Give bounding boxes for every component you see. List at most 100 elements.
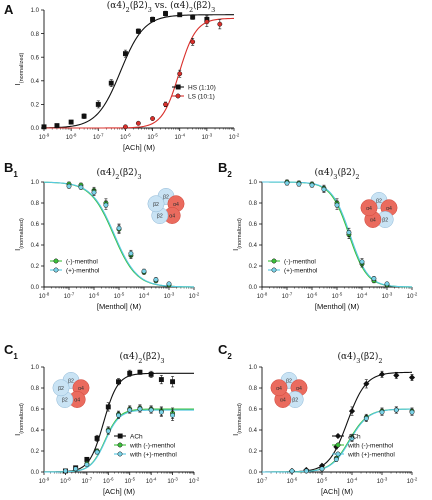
y-tick-label: 0.4: [249, 428, 258, 434]
x-tick-label: 10-2: [189, 477, 200, 486]
subunit-label: β2: [58, 386, 64, 392]
x-tick-label: 10-3: [202, 133, 213, 142]
legend-label: LS (10:1): [188, 93, 215, 100]
data-point-1: [166, 281, 172, 287]
data-point-0: [150, 16, 156, 22]
x-tick-label: 10-7: [64, 292, 75, 301]
fit-curve-1: [262, 408, 413, 473]
subunit-label: α4: [296, 386, 302, 392]
legend-label: (-)-menthol: [284, 258, 316, 265]
subunit-label: β2: [62, 397, 68, 403]
legend-marker: [53, 267, 59, 273]
y-tick-label: 0.2: [31, 449, 40, 455]
data-point-0: [348, 407, 356, 415]
legend: ACh with (-)-menthol with (+)-menthol: [114, 433, 177, 458]
y-axis-label: I(normalized): [13, 53, 25, 86]
y-axis-label: I(normalized): [231, 403, 243, 436]
x-tick-label: 10-8: [39, 292, 50, 301]
y-axis-label: I(normalized): [13, 218, 25, 251]
data-point-2: [393, 407, 399, 413]
y-tick-label: 1.0: [31, 365, 40, 371]
subunit-label: β2: [68, 379, 74, 385]
legend-marker: [335, 442, 341, 448]
data-point-1: [309, 182, 315, 188]
y-tick-label: 0.8: [31, 201, 40, 207]
chart-title: (α4)3(β2)2: [314, 167, 359, 181]
chart-title: (α4)2(β2)3: [96, 167, 141, 181]
x-tick-label: 10-8: [257, 292, 268, 301]
data-point-0: [170, 379, 176, 385]
data-point-2: [94, 449, 100, 455]
y-tick-label: 1.0: [249, 365, 258, 371]
data-point-2: [363, 416, 369, 421]
y-tick-label: 0.8: [31, 386, 40, 392]
data-point-0: [95, 101, 101, 107]
data-point-0: [116, 379, 121, 385]
x-tick-label: 10-5: [332, 292, 343, 301]
data-point-0: [41, 124, 47, 130]
x-tick-label: 10-8: [60, 477, 71, 486]
y-tick-label: 0.0: [31, 285, 40, 291]
panel-letter: C2: [218, 342, 232, 361]
x-tick-label: 10-3: [164, 292, 175, 301]
y-tick-label: 0.0: [249, 470, 258, 476]
data-point-1: [371, 276, 377, 282]
legend-label: with (+)-menthol: [347, 451, 395, 458]
data-point-2: [333, 456, 339, 462]
x-tick-label: 10-8: [66, 133, 77, 142]
data-point-2: [105, 428, 111, 434]
legend: (-)-menthol (+)-menthol: [268, 258, 318, 274]
subunit-schematic: β2 α4 β2 α4 α4: [270, 372, 308, 408]
x-tick-label: 10-3: [382, 292, 393, 301]
x-tick-label: 10-5: [317, 477, 328, 486]
y-tick-label: 0.4: [31, 79, 40, 85]
data-point-0: [158, 377, 164, 383]
subunit-label: α4: [366, 206, 372, 212]
subunit-label: β2: [286, 379, 292, 385]
data-point-2: [62, 468, 68, 474]
x-axis-label: [ACh] (M): [103, 487, 136, 496]
fit-curve-1: [44, 17, 235, 129]
data-point-1: [334, 202, 340, 208]
data-point-0: [408, 374, 416, 381]
subunit-label: α4: [78, 386, 84, 392]
y-tick-label: 0.2: [249, 449, 258, 455]
data-point-0: [54, 123, 60, 129]
panel-a: A (α4)2(β2)3 vs. (α4)2(β2)3 0.0 0.2 0.4 0.6 0.…: [4, 0, 240, 152]
subunit-label: α4: [280, 397, 286, 403]
legend-marker: [271, 267, 277, 273]
x-tick-label: 10-2: [407, 477, 418, 486]
data-point-2: [127, 407, 133, 413]
y-tick-label: 0.4: [249, 243, 258, 249]
x-tick-label: 10-4: [357, 292, 368, 301]
data-point-0: [163, 11, 168, 16]
subunit-label: β2: [292, 397, 298, 403]
data-point-1: [103, 202, 109, 208]
x-tick-label: 10-5: [147, 133, 158, 142]
panel-letter: C1: [4, 342, 18, 361]
x-tick-label: 10-3: [377, 477, 388, 486]
data-point-1: [150, 116, 156, 122]
legend-label: (+)-menthol: [66, 267, 100, 274]
fit-curve-0: [43, 14, 234, 129]
legend-marker: [117, 451, 123, 457]
x-tick-label: 10-6: [120, 133, 131, 142]
y-tick-label: 0.0: [249, 285, 258, 291]
subunit-label: β2: [376, 199, 382, 205]
data-point-0: [84, 456, 90, 462]
data-point-1: [91, 190, 97, 195]
chart-title: (α4)3(β2)2: [337, 351, 382, 365]
x-tick-label: 10-2: [229, 133, 240, 142]
legend-label: ACh: [348, 433, 361, 440]
data-point-0: [148, 371, 154, 377]
y-tick-label: 0.2: [31, 103, 40, 109]
alpha4-subunit: [270, 379, 288, 397]
y-tick-label: 0.8: [249, 201, 258, 207]
x-tick-label: 10-5: [114, 292, 125, 301]
x-tick-label: 10-7: [82, 477, 93, 486]
data-point-1: [66, 183, 72, 189]
data-point-0: [393, 372, 400, 379]
x-axis-label: [Menthol] (M): [315, 302, 360, 311]
data-point-0: [363, 380, 370, 387]
